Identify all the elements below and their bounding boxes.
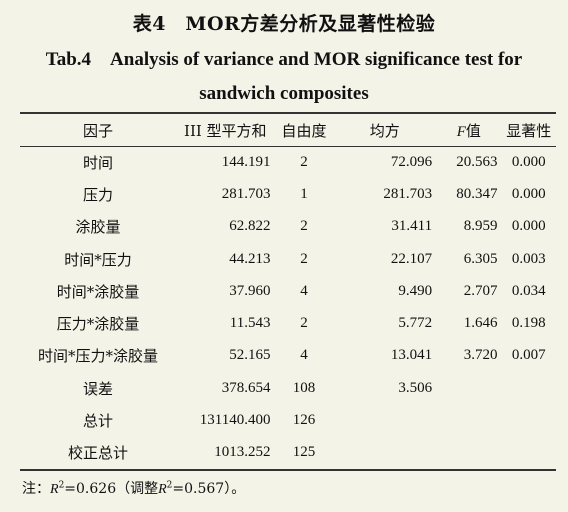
note-prefix: 注： <box>22 481 50 497</box>
cell-f-value <box>436 404 501 436</box>
cell-significance: 0.034 <box>511 282 546 299</box>
cell-f-value: 1.646 <box>463 315 498 332</box>
cell-mean-square: 72.096 <box>390 153 433 170</box>
cell-degrees-of-freedom: 1 <box>300 185 308 202</box>
cell-significance: 0.000 <box>511 153 546 170</box>
header-f-value: F值 <box>436 114 501 146</box>
table-row: 压力 281.703 1 281.703 80.347 0.000 <box>20 178 556 210</box>
cell-f-value: 80.347 <box>456 185 498 202</box>
cell-mean-square: 22.107 <box>390 250 433 267</box>
table-note: 注：R2=0.626（调整R2=0.567）。 <box>22 478 245 498</box>
header-factor: 因子 <box>83 121 114 140</box>
table-caption-english: Tab.4 Analysis of variance and MOR signi… <box>0 43 568 111</box>
table-row: 时间*压力 44.213 2 22.107 6.305 0.003 <box>20 243 556 275</box>
note-r-symbol: R <box>50 482 59 497</box>
cell-factor: 总计 <box>83 412 114 431</box>
cell-sum-of-squares: 144.191 <box>221 153 271 170</box>
header-sum-of-squares: III 型平方和 <box>184 121 267 140</box>
cell-degrees-of-freedom: 2 <box>300 250 308 267</box>
table-row: 涂胶量 62.822 2 31.411 8.959 0.000 <box>20 211 556 243</box>
cell-factor: 时间*压力 <box>64 250 132 269</box>
note-r-exponent: 2 <box>58 480 65 491</box>
f-symbol: F <box>456 123 466 140</box>
cell-mean-square <box>333 404 436 436</box>
cell-sum-of-squares: 131140.400 <box>199 412 271 429</box>
cell-sum-of-squares: 1013.252 <box>214 444 271 461</box>
cell-degrees-of-freedom: 2 <box>300 315 308 332</box>
cell-degrees-of-freedom: 108 <box>292 379 316 396</box>
cell-factor: 涂胶量 <box>75 218 121 237</box>
cell-f-value: 2.707 <box>463 282 498 299</box>
cell-factor: 校正总计 <box>68 444 129 463</box>
cell-mean-square: 31.411 <box>391 218 433 235</box>
cell-significance: 0.000 <box>511 185 546 202</box>
cell-f-value <box>436 437 501 469</box>
cell-degrees-of-freedom: 126 <box>292 412 316 429</box>
cell-sum-of-squares: 281.703 <box>221 185 271 202</box>
cell-degrees-of-freedom: 125 <box>292 444 316 461</box>
f-suffix: 值 <box>465 121 481 140</box>
table-row: 时间*涂胶量 37.960 4 9.490 2.707 0.034 <box>20 275 556 307</box>
table-caption-chinese: 表4 MOR方差分析及显著性检验 <box>132 13 436 35</box>
cell-f-value: 20.563 <box>456 153 498 170</box>
note-adj-r-symbol: R <box>158 482 167 497</box>
cell-degrees-of-freedom: 2 <box>300 153 308 170</box>
cell-significance: 0.000 <box>511 218 546 235</box>
note-r-value: =0.626（调整 <box>64 481 159 497</box>
cell-significance: 0.003 <box>511 250 546 267</box>
table-row: 误差 378.654 108 3.506 <box>20 372 556 404</box>
cell-factor: 时间 <box>83 153 114 172</box>
cell-degrees-of-freedom: 4 <box>300 282 308 299</box>
cell-sum-of-squares: 11.543 <box>229 315 271 332</box>
cell-factor: 压力 <box>83 185 114 204</box>
cell-degrees-of-freedom: 2 <box>300 218 308 235</box>
note-adj-r-exponent: 2 <box>166 480 173 491</box>
cell-mean-square: 13.041 <box>390 347 433 364</box>
cell-factor: 压力*涂胶量 <box>56 315 140 334</box>
table-row: 校正总计 1013.252 125 <box>20 437 556 469</box>
cell-sum-of-squares: 44.213 <box>229 250 271 267</box>
table-header-rule <box>20 146 556 147</box>
table-row: 总计 131140.400 126 <box>20 404 556 436</box>
table-bottom-rule <box>20 469 556 471</box>
cell-significance: 0.198 <box>511 315 546 332</box>
cell-significance <box>502 372 556 404</box>
cell-significance <box>502 404 556 436</box>
cell-factor: 时间*压力*涂胶量 <box>38 347 159 366</box>
cell-factor: 误差 <box>83 379 114 398</box>
table-body: 时间 144.191 2 72.096 20.563 0.000 压力 281.703 1 281… <box>20 146 556 469</box>
table-header-row: 因子 III 型平方和 自由度 均方 F值 显著性 <box>20 114 556 146</box>
cell-f-value <box>436 372 501 404</box>
table-top-rule <box>20 112 556 114</box>
caption-english-line-1: Tab.4 Analysis of variance and MOR signi… <box>45 49 523 70</box>
table-row: 时间 144.191 2 72.096 20.563 0.000 <box>20 146 556 178</box>
cell-f-value: 8.959 <box>463 218 498 235</box>
cell-degrees-of-freedom: 4 <box>300 347 308 364</box>
cell-mean-square: 3.506 <box>398 379 433 396</box>
table-row: 时间*压力*涂胶量 52.165 4 13.041 3.720 0.007 <box>20 340 556 372</box>
cell-f-value: 3.720 <box>463 347 498 364</box>
cell-mean-square: 9.490 <box>398 282 433 299</box>
cell-factor: 时间*涂胶量 <box>56 282 140 301</box>
note-adj-r-value: =0.567）。 <box>172 481 246 497</box>
cell-significance: 0.007 <box>511 347 546 364</box>
cell-mean-square: 281.703 <box>383 185 433 202</box>
anova-table: 因子 III 型平方和 自由度 均方 F值 显著性 时间 144.191 2 72.0… <box>20 114 556 469</box>
cell-significance <box>502 437 556 469</box>
cell-mean-square <box>333 437 436 469</box>
cell-sum-of-squares: 378.654 <box>221 379 271 396</box>
cell-sum-of-squares: 62.822 <box>229 218 271 235</box>
header-significance: 显著性 <box>506 121 552 140</box>
cell-sum-of-squares: 52.165 <box>229 347 271 364</box>
header-mean-square: 均方 <box>369 121 400 140</box>
cell-f-value: 6.305 <box>463 250 498 267</box>
table-row: 压力*涂胶量 11.543 2 5.772 1.646 0.198 <box>20 307 556 339</box>
header-degrees-of-freedom: 自由度 <box>281 121 327 140</box>
caption-english-line-2: sandwich composites <box>199 83 369 104</box>
cell-mean-square: 5.772 <box>398 315 433 332</box>
cell-sum-of-squares: 37.960 <box>229 282 271 299</box>
